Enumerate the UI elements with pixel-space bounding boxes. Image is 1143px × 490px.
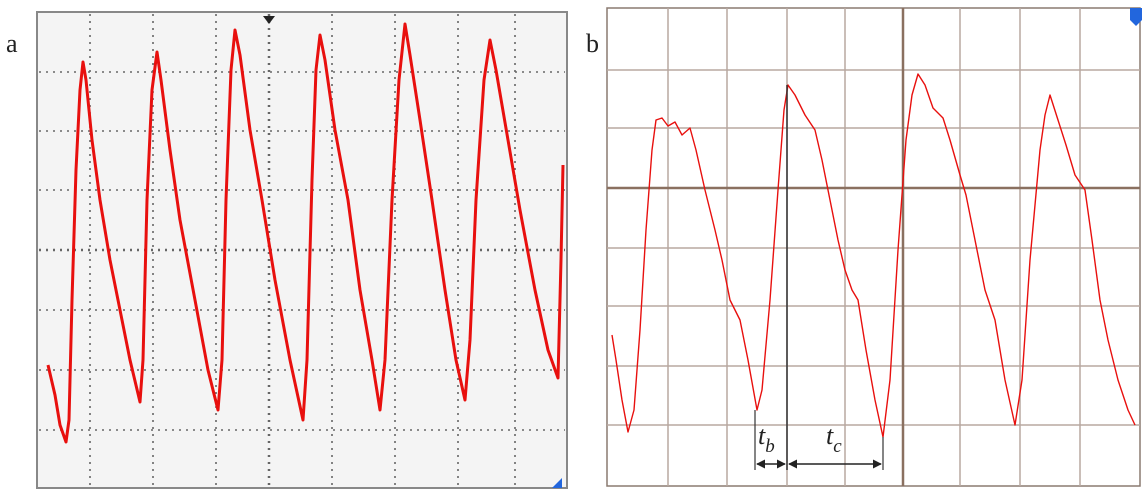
scope-screen [607, 8, 1140, 486]
page: a b [0, 0, 1143, 490]
panel-a: a [6, 12, 567, 488]
panel-label: a [6, 29, 18, 58]
panel-label: b [586, 29, 599, 58]
subscript: b [765, 436, 775, 457]
panel-b: b tb tc [586, 8, 1142, 486]
figure: a b [0, 0, 1143, 490]
subscript: c [833, 436, 842, 457]
